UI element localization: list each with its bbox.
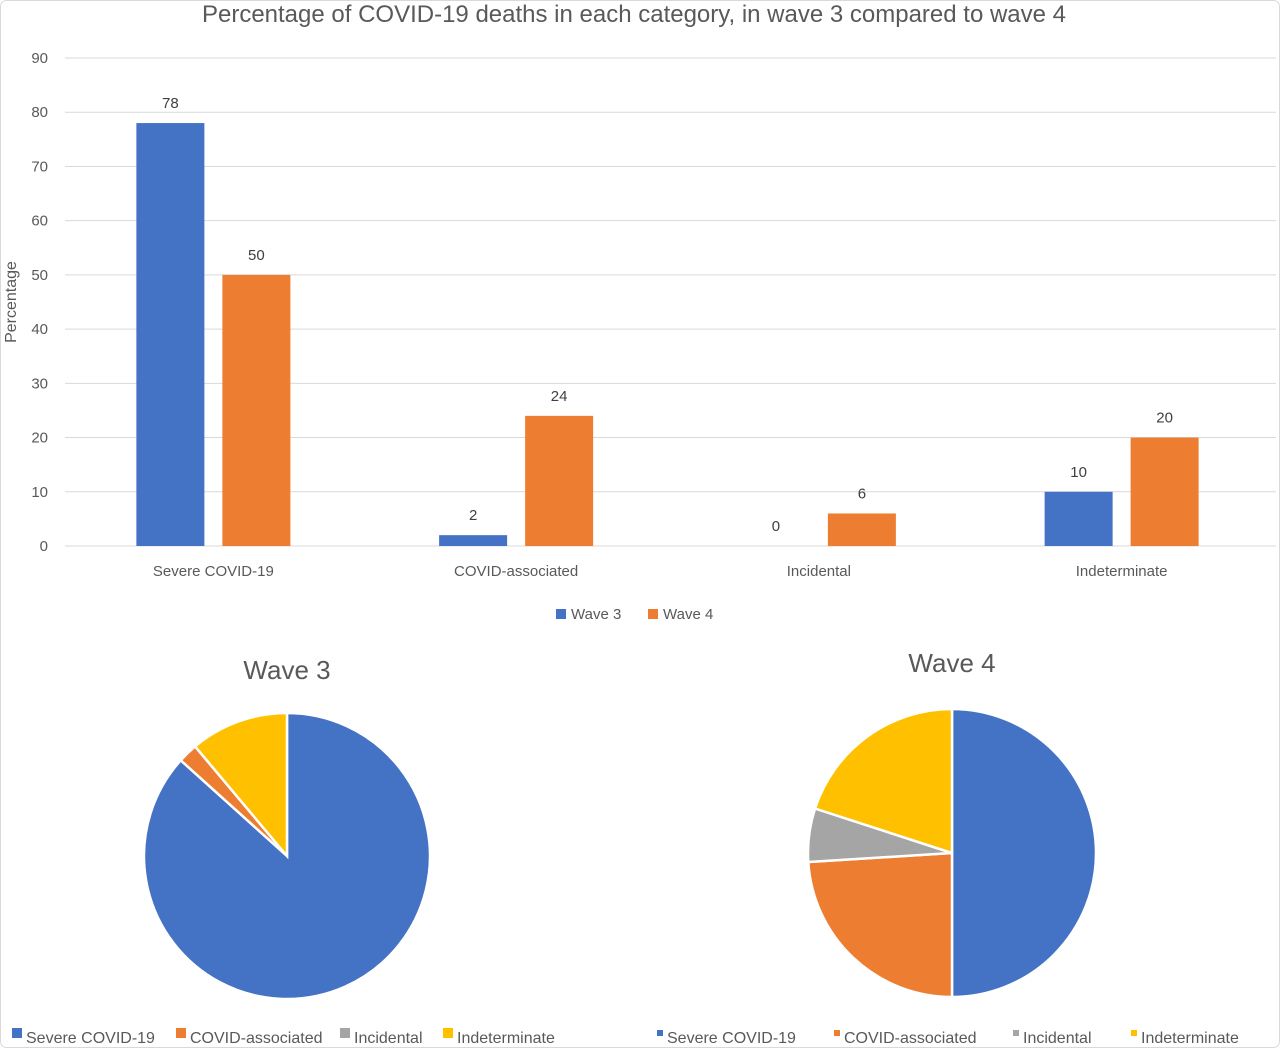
- legend-swatch: [556, 609, 566, 619]
- legend-swatch: [1013, 1030, 1019, 1036]
- y-tick-label: 70: [31, 158, 48, 175]
- y-tick-label: 20: [31, 430, 48, 447]
- bar: [1130, 437, 1199, 546]
- y-tick-label: 40: [31, 321, 48, 338]
- pie-wave3: [142, 711, 432, 1001]
- legend-label: COVID-associated: [190, 1030, 323, 1047]
- data-label: 6: [858, 485, 866, 502]
- legend-swatch: [12, 1028, 22, 1038]
- y-tick-label: 50: [31, 267, 48, 284]
- legend-swatch: [648, 609, 658, 619]
- pie-wave4: [806, 707, 1098, 999]
- x-tick-label: Incidental: [787, 563, 851, 580]
- y-tick-label: 0: [40, 538, 48, 555]
- data-label: 10: [1070, 464, 1087, 481]
- bar: [1044, 491, 1113, 546]
- pie-wave4-title: Wave 4: [908, 648, 995, 678]
- legend-label: Severe COVID-19: [26, 1030, 155, 1047]
- pie-wave3-legend: Severe COVID-19 COVID-associated Incidenta…: [12, 1028, 555, 1047]
- legend-swatch: [176, 1028, 186, 1038]
- y-tick-label: 10: [31, 484, 48, 501]
- legend-swatch: [443, 1028, 453, 1038]
- bar: [827, 513, 896, 546]
- pie-slice: [813, 707, 954, 855]
- pie-wave3-title: Wave 3: [243, 655, 330, 685]
- x-tick-label: COVID-associated: [454, 563, 578, 580]
- bar-chart-title: Percentage of COVID-19 deaths in each ca…: [202, 1, 1066, 28]
- legend-label: COVID-associated: [844, 1030, 977, 1047]
- pie-wave4-legend: Severe COVID-19 COVID-associated Incidenta…: [657, 1030, 1239, 1047]
- y-tick-label: 90: [31, 50, 48, 67]
- data-label: 24: [551, 388, 568, 405]
- legend-label: Incidental: [354, 1030, 423, 1047]
- pie-slice: [193, 711, 289, 860]
- bar: [222, 274, 291, 546]
- x-tick-label: Severe COVID-19: [153, 563, 274, 580]
- legend-swatch: [834, 1030, 840, 1036]
- bar: [439, 535, 508, 546]
- bars: Severe COVID-19 78 50 COVID-associated 2 24 In…: [136, 95, 1199, 580]
- pie-slice: [806, 851, 954, 999]
- legend-swatch: [657, 1030, 663, 1036]
- data-label: 20: [1156, 410, 1173, 427]
- legend-label: Indeterminate: [1141, 1030, 1239, 1047]
- bar: [136, 123, 205, 547]
- legend-label: Indeterminate: [457, 1030, 555, 1047]
- data-label: 0: [772, 518, 780, 535]
- y-tick-label: 30: [31, 375, 48, 392]
- bar-legend: Wave 3 Wave 4: [556, 606, 713, 623]
- legend-label: Incidental: [1023, 1030, 1092, 1047]
- legend-label: Wave 3: [571, 606, 621, 623]
- y-tick-label: 60: [31, 213, 48, 230]
- legend-label: Wave 4: [663, 606, 713, 623]
- data-label: 50: [248, 247, 265, 264]
- x-tick-label: Indeterminate: [1076, 563, 1168, 580]
- legend-label: Severe COVID-19: [667, 1030, 796, 1047]
- legend-swatch: [1131, 1030, 1137, 1036]
- legend-swatch: [340, 1028, 350, 1038]
- data-label: 78: [162, 95, 179, 112]
- bar: [525, 415, 594, 546]
- y-tick-label: 80: [31, 104, 48, 121]
- y-axis-label: Percentage: [3, 261, 20, 343]
- data-label: 2: [469, 507, 477, 524]
- pie-slice: [950, 707, 1098, 999]
